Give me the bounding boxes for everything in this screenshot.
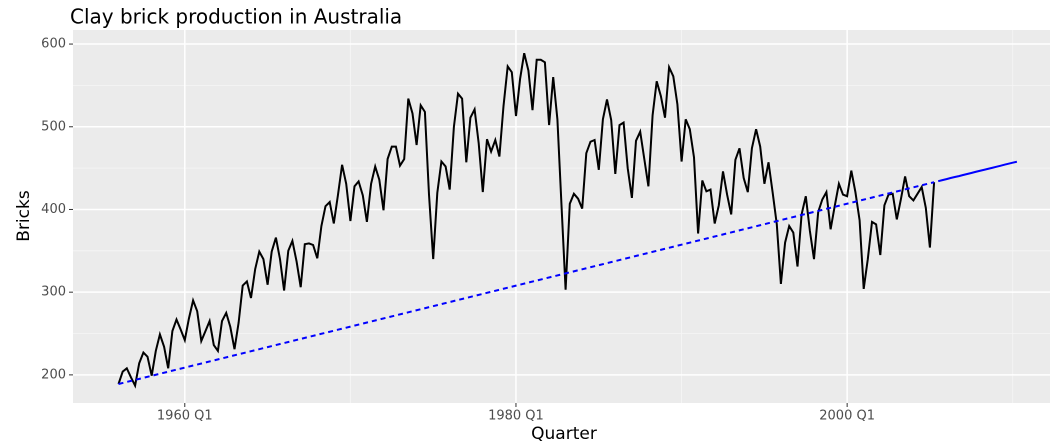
- y-tick-label: 300: [41, 285, 66, 300]
- x-tick-label: 2000 Q1: [819, 409, 875, 424]
- x-axis-label: Quarter: [531, 424, 597, 443]
- chart-title: Clay brick production in Australia: [70, 5, 402, 29]
- y-tick-label: 400: [41, 202, 66, 217]
- series-line: [117, 52, 936, 389]
- x-tick-label: 1980 Q1: [488, 409, 544, 424]
- y-tick-label: 500: [41, 119, 66, 134]
- y-tick-label: 600: [41, 37, 66, 52]
- series-line: [937, 160, 1018, 183]
- y-tick-label: 200: [41, 367, 66, 382]
- y-axis-label: Bricks: [14, 190, 34, 242]
- x-tick-label: 1960 Q1: [157, 409, 213, 424]
